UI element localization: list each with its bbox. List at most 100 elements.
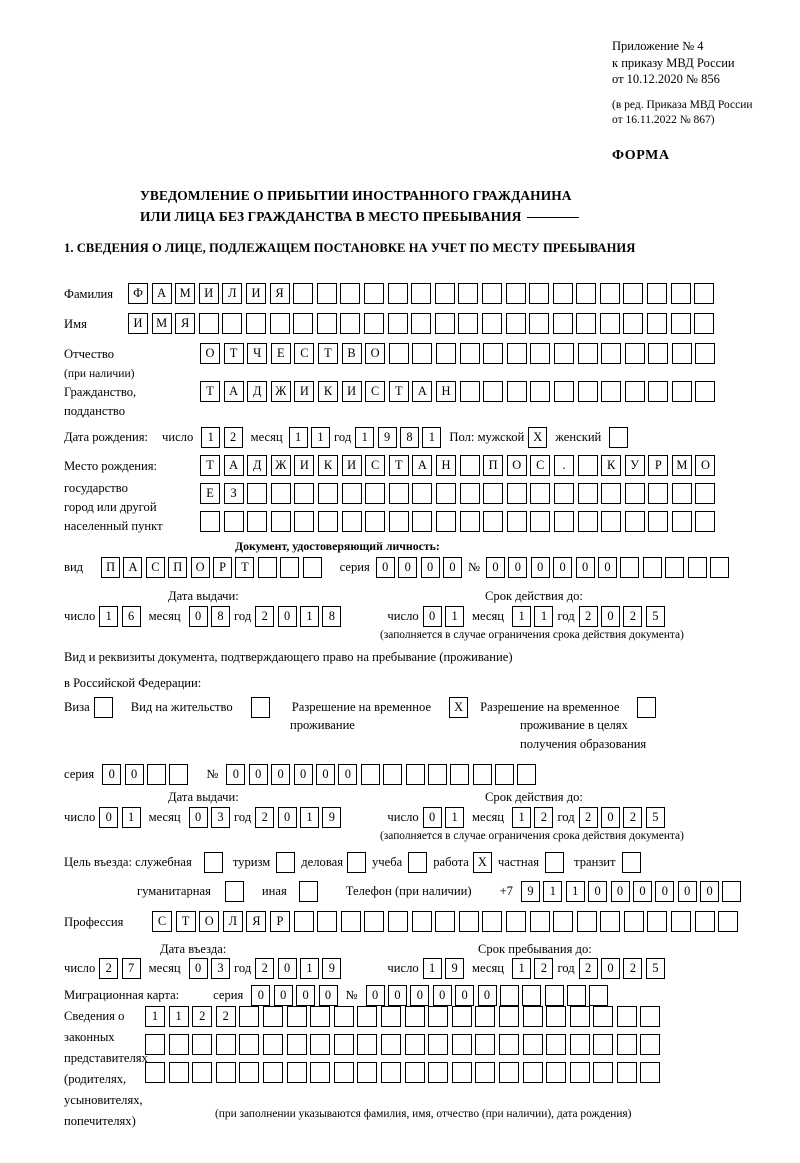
char-cell[interactable] xyxy=(357,1006,378,1027)
char-cell[interactable] xyxy=(529,283,550,304)
char-cell[interactable] xyxy=(498,1006,519,1027)
char-cell[interactable] xyxy=(411,283,432,304)
digit-cell[interactable]: 9 xyxy=(322,958,342,979)
digit-cell[interactable]: 2 xyxy=(578,606,598,627)
char-cell[interactable]: И xyxy=(128,313,148,334)
char-cell[interactable] xyxy=(499,985,519,1006)
char-cell[interactable]: С xyxy=(365,455,386,476)
char-cell[interactable] xyxy=(695,381,716,402)
char-cell[interactable] xyxy=(286,1006,307,1027)
char-cell[interactable] xyxy=(671,381,692,402)
char-cell[interactable] xyxy=(623,283,644,304)
char-cell[interactable] xyxy=(483,483,504,504)
char-cell[interactable]: 0 xyxy=(597,557,617,578)
char-cell[interactable] xyxy=(310,1034,331,1055)
char-cell[interactable] xyxy=(475,1006,496,1027)
char-cell[interactable] xyxy=(239,1034,260,1055)
char-cell[interactable]: Р xyxy=(648,455,669,476)
char-cell[interactable] xyxy=(601,483,622,504)
char-cell[interactable] xyxy=(333,1006,354,1027)
char-cell[interactable] xyxy=(506,483,527,504)
char-cell[interactable] xyxy=(593,1006,614,1027)
char-cell[interactable]: 0 xyxy=(442,557,462,578)
char-cell[interactable] xyxy=(388,343,409,364)
char-cell[interactable]: 0 xyxy=(365,985,385,1006)
char-cell[interactable] xyxy=(293,313,314,334)
char-cell[interactable]: 0 xyxy=(296,985,316,1006)
digit-cell[interactable]: 9 xyxy=(445,958,465,979)
digit-cell[interactable]: 2 xyxy=(99,958,119,979)
char-cell[interactable] xyxy=(380,1062,401,1083)
char-cell[interactable]: О xyxy=(695,455,716,476)
char-cell[interactable]: 0 xyxy=(477,985,497,1006)
char-cell[interactable]: 0 xyxy=(338,764,358,785)
char-cell[interactable] xyxy=(341,483,362,504)
char-cell[interactable] xyxy=(577,381,598,402)
char-cell[interactable] xyxy=(670,313,691,334)
char-cell[interactable]: Т xyxy=(388,381,409,402)
digit-cell[interactable]: 0 xyxy=(188,807,208,828)
char-cell[interactable] xyxy=(459,455,480,476)
char-cell[interactable] xyxy=(317,911,338,932)
char-cell[interactable]: У xyxy=(624,455,645,476)
char-cell[interactable] xyxy=(642,557,662,578)
char-cell[interactable] xyxy=(365,511,386,532)
digit-cell[interactable]: 1 xyxy=(288,427,308,448)
char-cell[interactable] xyxy=(472,764,492,785)
char-cell[interactable] xyxy=(404,1062,425,1083)
char-cell[interactable] xyxy=(530,381,551,402)
char-cell[interactable] xyxy=(506,381,527,402)
char-cell[interactable] xyxy=(340,911,361,932)
char-cell[interactable]: П xyxy=(483,455,504,476)
char-cell[interactable] xyxy=(546,1006,567,1027)
char-cell[interactable]: 0 xyxy=(398,557,418,578)
digit-cell[interactable]: 2 xyxy=(623,958,643,979)
char-cell[interactable]: И xyxy=(198,283,219,304)
char-cell[interactable]: К xyxy=(317,381,338,402)
char-cell[interactable]: О xyxy=(190,557,210,578)
char-cell[interactable] xyxy=(569,1034,590,1055)
char-cell[interactable] xyxy=(383,764,403,785)
char-cell[interactable] xyxy=(481,283,502,304)
char-cell[interactable] xyxy=(671,911,692,932)
char-cell[interactable] xyxy=(257,557,277,578)
char-cell[interactable]: 0 xyxy=(273,985,293,1006)
char-cell[interactable]: Т xyxy=(317,343,338,364)
char-cell[interactable] xyxy=(458,283,479,304)
birth-place-input-row-3[interactable] xyxy=(200,511,716,532)
char-cell[interactable]: О xyxy=(199,911,220,932)
char-cell[interactable]: Т xyxy=(200,381,220,402)
char-cell[interactable] xyxy=(623,911,644,932)
char-cell[interactable] xyxy=(245,313,266,334)
char-cell[interactable]: О xyxy=(506,455,527,476)
char-cell[interactable] xyxy=(601,381,622,402)
digit-cell[interactable]: 1 xyxy=(534,606,554,627)
char-cell[interactable]: 0 xyxy=(632,881,652,902)
char-cell[interactable]: 0 xyxy=(248,764,268,785)
char-cell[interactable]: Т xyxy=(235,557,255,578)
char-cell[interactable] xyxy=(363,283,384,304)
char-cell[interactable] xyxy=(145,1034,165,1055)
digit-cell[interactable]: 2 xyxy=(255,958,275,979)
char-cell[interactable] xyxy=(262,1006,283,1027)
char-cell[interactable] xyxy=(647,313,668,334)
char-cell[interactable]: 0 xyxy=(318,985,338,1006)
char-cell[interactable] xyxy=(687,557,707,578)
visa-checkbox[interactable] xyxy=(93,697,113,718)
digit-cell[interactable]: 2 xyxy=(578,958,598,979)
char-cell[interactable]: 2 xyxy=(192,1006,213,1027)
digit-cell[interactable]: 1 xyxy=(300,958,320,979)
char-cell[interactable] xyxy=(544,985,564,1006)
char-cell[interactable] xyxy=(310,1062,331,1083)
char-cell[interactable] xyxy=(458,313,479,334)
digit-cell[interactable]: 0 xyxy=(601,958,621,979)
char-cell[interactable] xyxy=(624,511,645,532)
char-cell[interactable]: С xyxy=(530,455,551,476)
char-cell[interactable]: И xyxy=(245,283,266,304)
